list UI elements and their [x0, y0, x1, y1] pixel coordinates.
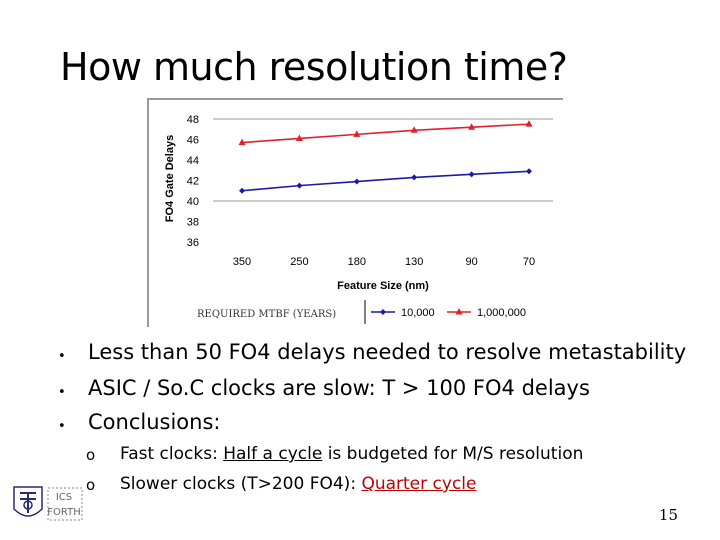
legend-marker: [455, 308, 463, 315]
quarter-cycle-link[interactable]: Quarter cycle: [361, 474, 477, 494]
sub-bullet-marker-icon: o: [86, 446, 96, 464]
y-tick-label: 36: [187, 237, 199, 249]
data-point: [410, 126, 418, 133]
legend-marker: [380, 309, 386, 315]
emblem-icon: [13, 486, 43, 517]
bullet-text: Less than 50 FO4 delays needed to resolv…: [88, 340, 687, 364]
sub-bullet-text-end: is budgeted for M/S resolution: [322, 444, 584, 464]
logo-text-top: ICS: [56, 492, 72, 503]
sub-bullet-marker-icon: o: [86, 476, 96, 494]
data-point: [238, 138, 246, 146]
logo-text-bottom: FORTH: [47, 507, 80, 518]
bullet-dot-icon: •: [58, 349, 66, 364]
data-point: [526, 168, 532, 175]
bullet-text: Conclusions:: [88, 410, 221, 434]
y-tick-label: 40: [187, 196, 199, 208]
series-line: [241, 123, 530, 144]
x-tick-label: 90: [465, 256, 477, 268]
data-point: [239, 187, 245, 194]
page-number: 15: [658, 506, 678, 524]
legend-label: 1,000,000: [477, 307, 526, 319]
y-axis-title: FO4 Gate Delays: [164, 135, 176, 222]
data-point: [295, 134, 303, 141]
logo: ICS FORTH: [10, 483, 90, 527]
data-point: [353, 178, 360, 185]
sub-bullet-text-start: Fast clocks:: [120, 444, 224, 464]
x-tick-label: 180: [348, 256, 366, 268]
sub-bullet-text: Fast clocks: Half a cycle is budgeted fo…: [120, 444, 583, 464]
data-point: [468, 123, 476, 130]
x-tick-label: 70: [523, 256, 535, 268]
data-point: [468, 171, 475, 178]
x-tick-label: 350: [233, 256, 251, 268]
x-tick-label: 250: [290, 256, 308, 268]
x-axis-title: Feature Size (nm): [337, 280, 429, 292]
data-point: [525, 120, 533, 127]
data-point: [411, 174, 418, 181]
slide-title: How much resolution time?: [60, 45, 568, 89]
bullet-dot-icon: •: [58, 419, 66, 434]
data-point: [296, 182, 303, 189]
legend-title: REQUIRED MTBF (YEARS): [197, 309, 336, 320]
data-point: [353, 130, 361, 137]
bullet-text: ASIC / So.C clocks are slow: T > 100 FO4…: [88, 376, 590, 400]
sub-bullet-highlight: Half a cycle: [223, 444, 323, 464]
x-tick-label: 130: [405, 256, 423, 268]
sub-bullet-text-start: Slower clocks (T>200 FO4):: [120, 474, 362, 494]
y-tick-label: 42: [187, 176, 199, 188]
chart-frame: 36 38 40 42 44 46 48 FO4 Gate Delays 350 250 180 13…: [147, 98, 563, 327]
y-tick-label: 46: [187, 135, 199, 147]
sub-bullet-text: Slower clocks (T>200 FO4): Quarter cycle: [120, 474, 476, 494]
legend-label: 10,000: [401, 307, 435, 319]
y-tick-label: 44: [187, 155, 199, 167]
y-tick-label: 48: [187, 114, 199, 126]
chart: 36 38 40 42 44 46 48 FO4 Gate Delays 350 250 180 13…: [164, 114, 553, 324]
bullet-dot-icon: •: [58, 385, 66, 400]
y-tick-label: 38: [187, 217, 199, 229]
series-line: [241, 170, 530, 192]
